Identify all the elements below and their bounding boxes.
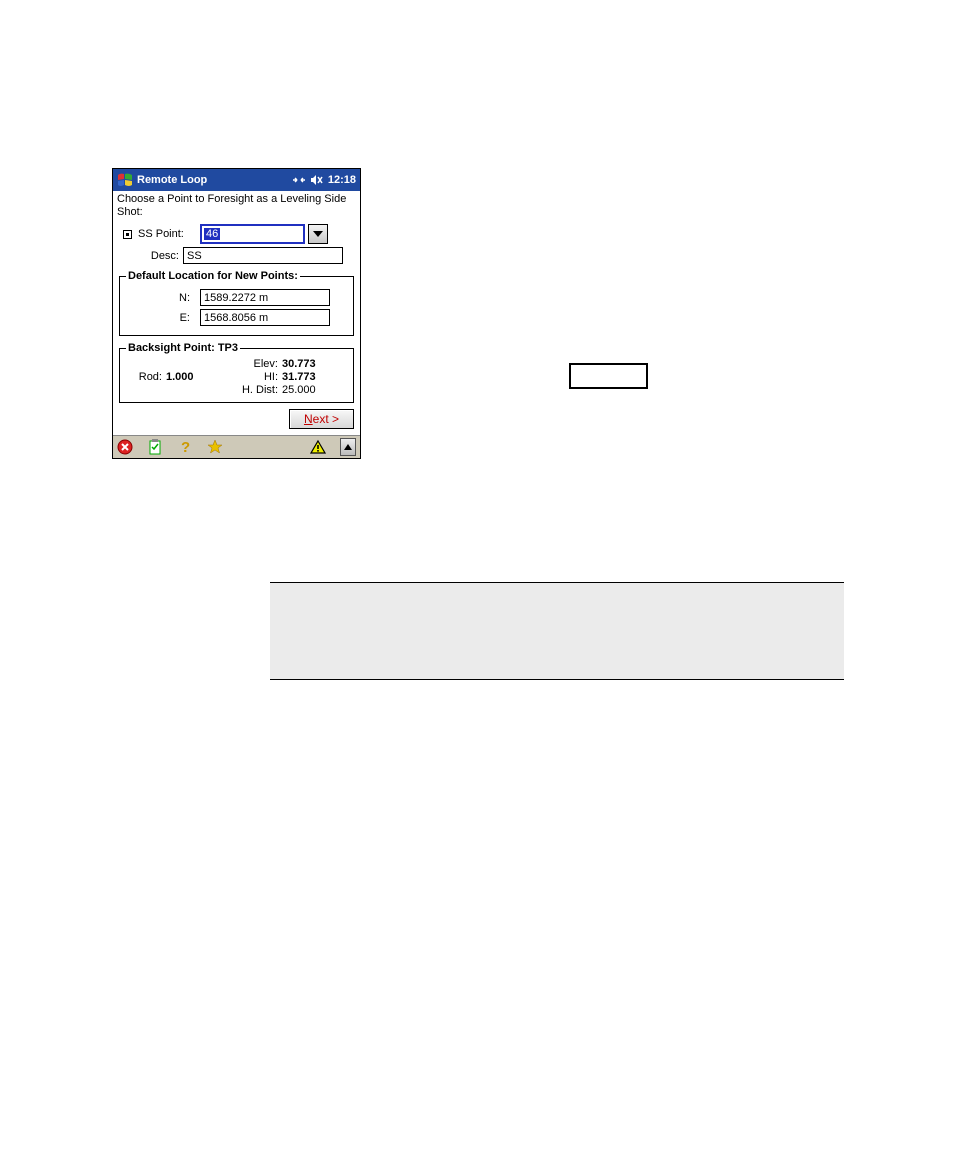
next-row: Next > [117,409,354,429]
speaker-icon [310,174,324,186]
empty-box [569,363,648,389]
desc-input[interactable]: SS [183,247,343,264]
content-area: Choose a Point to Foresight as a Levelin… [113,191,360,435]
north-label: N: [126,292,200,304]
gray-bar [270,582,844,680]
hi-value: 31.773 [282,371,342,383]
hi-label: HI: [222,371,282,383]
desc-label: Desc: [135,250,183,262]
close-icon[interactable] [117,439,133,455]
bottombar: ? [113,435,360,458]
device-window: Remote Loop 12:18 Choose a Point to Fore… [112,168,361,459]
instruction-text: Choose a Point to Foresight as a Levelin… [117,193,356,218]
up-arrow-button[interactable] [340,438,356,456]
warning-icon[interactable] [310,439,326,455]
bullet-icon [123,230,132,239]
backsight-fieldset: Backsight Point: TP3 Elev: 30.773 Rod: 1… [119,342,354,403]
rod-value: 1.000 [166,371,222,383]
elev-label: Elev: [222,358,282,370]
north-row: N: 1589.2272 m [126,289,347,306]
clock-time: 12:18 [328,174,356,186]
ss-point-input[interactable]: 46 [200,224,305,244]
clipboard-icon[interactable] [147,439,163,455]
hdist-label: H. Dist: [222,384,282,396]
ss-point-label: SS Point: [138,228,200,240]
hdist-value: 25.000 [282,384,342,396]
elev-value: 30.773 [282,358,342,370]
ss-point-row: SS Point: 46 [117,224,356,244]
desc-row: Desc: SS [117,247,356,264]
east-row: E: 1568.8056 m [126,309,347,326]
ss-point-dropdown[interactable] [308,224,328,244]
rod-label: Rod: [126,371,166,383]
svg-text:?: ? [181,439,190,455]
backsight-legend: Backsight Point: TP3 [126,342,240,354]
next-button[interactable]: Next > [289,409,354,429]
titlebar-status-icons: 12:18 [292,174,356,186]
east-label: E: [126,312,200,324]
north-input[interactable]: 1589.2272 m [200,289,330,306]
titlebar: Remote Loop 12:18 [113,169,360,191]
default-location-legend: Default Location for New Points: [126,270,300,282]
help-icon[interactable]: ? [177,439,193,455]
east-input[interactable]: 1568.8056 m [200,309,330,326]
windows-logo-icon [117,172,133,188]
connectivity-icon [292,174,306,186]
window-title: Remote Loop [137,174,292,186]
backsight-grid: Elev: 30.773 Rod: 1.000 HI: 31.773 H. Di… [126,358,347,396]
default-location-fieldset: Default Location for New Points: N: 1589… [119,270,354,336]
star-icon[interactable] [207,439,223,455]
